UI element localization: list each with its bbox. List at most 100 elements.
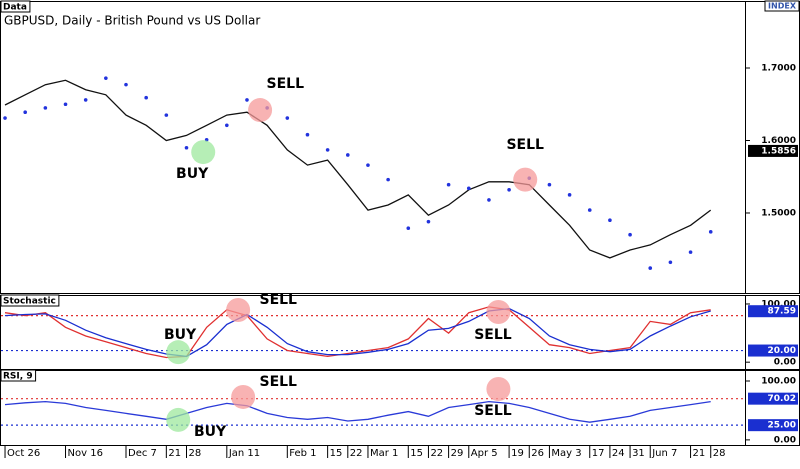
sar-dot <box>648 266 653 270</box>
sar-dot <box>608 218 612 223</box>
y-tick-label: 100.00 <box>761 299 796 309</box>
sar-dot <box>124 82 128 87</box>
series-line <box>4 307 711 358</box>
sar-dot <box>547 182 552 187</box>
x-tick-label: 29 <box>451 448 464 459</box>
panel-label-box <box>0 369 37 382</box>
series-line <box>4 400 711 423</box>
sar-dot <box>83 98 88 102</box>
y-tick-label: 0.00 <box>774 435 796 445</box>
x-tick-label: 15 <box>330 448 343 459</box>
annotation: SELL <box>259 374 297 390</box>
panel-label-box <box>0 294 60 307</box>
x-tick-label: 24 <box>612 448 625 459</box>
annotation: BUY <box>164 327 197 343</box>
axis-frame <box>745 370 800 446</box>
x-tick-label: 19 <box>511 448 524 459</box>
sar-dot <box>446 182 451 187</box>
value-box <box>748 344 798 357</box>
sar-dot <box>587 208 592 212</box>
sar-dot <box>366 163 370 167</box>
axis-label: INDEX <box>768 2 797 11</box>
sar-dot <box>406 226 411 231</box>
x-tick-label: 21 <box>168 448 181 459</box>
y-tick-label: 1.6000 <box>761 136 796 146</box>
plot <box>1 297 745 365</box>
annotation: SELL <box>267 76 305 92</box>
value-box-label: 87.59 <box>768 307 796 317</box>
x-tick-label: 17 <box>592 448 605 459</box>
sar-dot <box>43 106 48 110</box>
value-box <box>748 419 798 432</box>
annotation: BUY <box>176 166 209 182</box>
sar-dot <box>628 232 632 237</box>
sar-dot <box>688 250 693 254</box>
sar-dot <box>386 177 390 182</box>
panel-label: RSI, 9 <box>3 372 33 382</box>
value-box <box>748 144 798 157</box>
value-box-label: 20.00 <box>768 346 796 356</box>
y-tick-label: 100.00 <box>761 377 796 387</box>
x-tick-label: Nov 16 <box>68 448 103 459</box>
chart-title: GBPUSD, Daily - British Pound vs US Doll… <box>4 14 260 28</box>
panel-label: Stochastic <box>3 297 56 307</box>
sar-dot <box>184 145 189 150</box>
sar-dot <box>426 219 431 224</box>
signal-marker <box>226 297 251 322</box>
x-tick-label: Mar 1 <box>370 448 398 459</box>
x-tick-label: 28 <box>713 448 726 459</box>
panel-label-box <box>0 0 31 13</box>
series-line <box>4 306 711 359</box>
x-tick-label: 26 <box>531 448 544 459</box>
sar-dot <box>23 110 27 115</box>
plot <box>3 76 713 270</box>
x-tick-label: 21 <box>693 448 706 459</box>
sar-dot <box>325 148 330 152</box>
y-tick-label: 1.5000 <box>761 208 796 218</box>
signal-marker <box>486 300 511 325</box>
x-tick-label: 28 <box>188 448 201 459</box>
annotation: SELL <box>474 327 512 343</box>
x-tick-label: Jun 7 <box>651 448 677 459</box>
x-tick-label: Oct 26 <box>7 448 40 459</box>
annotation: BUY <box>194 424 227 440</box>
sar-dot <box>708 230 713 234</box>
x-tick-label: 22 <box>430 448 443 459</box>
annotation: SELL <box>506 137 544 153</box>
sar-dot <box>144 95 148 100</box>
x-tick-label: Jan 11 <box>228 448 260 459</box>
sar-dot <box>225 123 229 128</box>
signal-marker <box>191 140 216 165</box>
sar-dot <box>104 76 108 80</box>
sar-dot <box>285 116 290 120</box>
plot <box>1 377 745 432</box>
panel-frame <box>0 295 746 370</box>
sar-dot <box>63 102 68 107</box>
signal-marker <box>231 384 256 409</box>
annotation: SELL <box>259 292 297 308</box>
sar-dot <box>487 198 491 202</box>
sar-dot <box>305 132 310 137</box>
signal-marker <box>248 98 273 123</box>
y-tick-label: 1.7000 <box>761 63 796 73</box>
x-tick-label: 15 <box>410 448 423 459</box>
x-tick-label: 22 <box>350 448 363 459</box>
axis-label-box <box>764 0 800 12</box>
sar-dot <box>466 186 471 191</box>
x-tick-label: Feb 1 <box>289 448 316 459</box>
value-box <box>748 392 798 405</box>
sar-dot <box>567 193 572 197</box>
y-tick-label: 0.00 <box>774 358 796 368</box>
panel-label: Data <box>3 3 27 13</box>
sar-dot <box>507 187 511 192</box>
series-line <box>4 79 712 259</box>
value-box-label: 70.02 <box>768 394 796 404</box>
value-box-label: 1.5856 <box>761 146 796 156</box>
value-box-label: 25.00 <box>768 421 796 431</box>
sar-dot <box>668 260 673 265</box>
sar-dot <box>245 98 249 102</box>
panel-frame <box>0 1 746 294</box>
sar-dot <box>164 113 169 117</box>
x-tick-label: 31 <box>632 448 645 459</box>
